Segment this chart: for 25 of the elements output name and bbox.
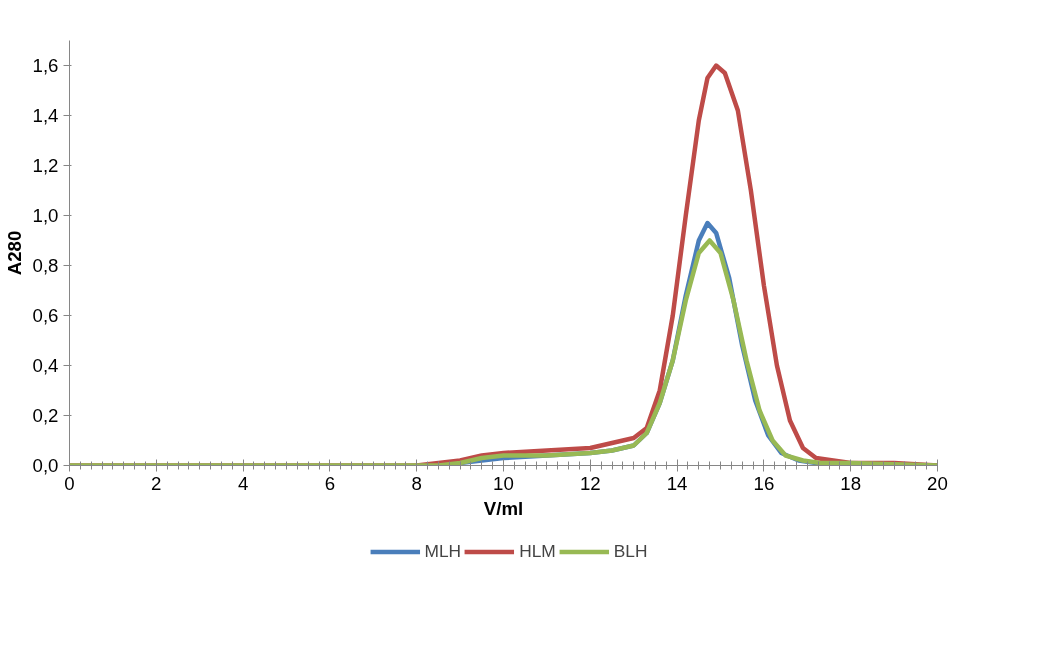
y-tick-label: 1,6 <box>32 55 59 76</box>
y-tick-label: 0,0 <box>32 455 59 476</box>
x-tick-label: 8 <box>411 472 422 494</box>
x-tick-label: 14 <box>666 472 688 494</box>
x-tick-label: 10 <box>493 472 514 494</box>
y-tick-label: 0,6 <box>32 305 59 326</box>
x-tick-label: 2 <box>151 472 162 494</box>
y-tick-label: 1,2 <box>32 155 59 176</box>
y-tick-label: 1,4 <box>32 105 59 126</box>
x-tick-label: 20 <box>927 472 948 494</box>
x-tick-label: 12 <box>579 472 601 494</box>
y-axis-title: A280 <box>3 230 25 276</box>
y-tick-label: 0,2 <box>32 405 59 426</box>
x-axis-title: V/ml <box>483 497 524 519</box>
y-tick-label: 0,4 <box>32 355 59 376</box>
legend-label: HLM <box>519 540 556 562</box>
x-tick-label: 6 <box>324 472 336 494</box>
legend-label: MLH <box>424 540 462 562</box>
x-tick-label: 4 <box>237 472 249 494</box>
legend-label: BLH <box>613 540 648 562</box>
x-tick-label: 16 <box>753 472 775 494</box>
y-tick-label: 0,8 <box>32 255 59 276</box>
x-tick-label: 18 <box>840 472 862 494</box>
x-tick-label: 0 <box>64 472 75 494</box>
y-tick-label: 1,0 <box>32 205 59 226</box>
